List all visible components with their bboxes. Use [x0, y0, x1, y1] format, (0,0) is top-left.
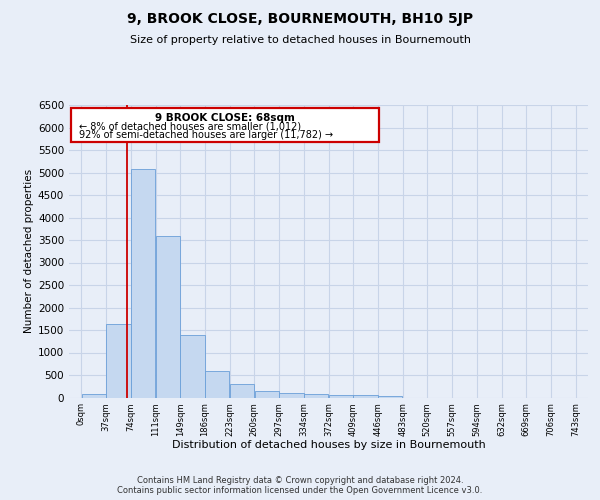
- Text: 9 BROOK CLOSE: 68sqm: 9 BROOK CLOSE: 68sqm: [155, 112, 295, 122]
- Text: 9, BROOK CLOSE, BOURNEMOUTH, BH10 5JP: 9, BROOK CLOSE, BOURNEMOUTH, BH10 5JP: [127, 12, 473, 26]
- Y-axis label: Number of detached properties: Number of detached properties: [24, 169, 34, 334]
- Text: 92% of semi-detached houses are larger (11,782) →: 92% of semi-detached houses are larger (…: [79, 130, 334, 140]
- Bar: [131, 169, 155, 398]
- Bar: [205, 372, 229, 398]
- Bar: [280, 393, 304, 398]
- Text: Size of property relative to detached houses in Bournemouth: Size of property relative to detached ho…: [130, 35, 470, 45]
- Bar: [329, 395, 353, 398]
- Bar: [254, 391, 279, 398]
- Bar: [353, 395, 377, 398]
- X-axis label: Distribution of detached houses by size in Bournemouth: Distribution of detached houses by size …: [172, 440, 485, 450]
- Bar: [82, 394, 106, 398]
- Bar: [106, 324, 131, 398]
- FancyBboxPatch shape: [71, 108, 379, 142]
- Bar: [181, 334, 205, 398]
- Bar: [156, 236, 180, 398]
- Text: Contains HM Land Registry data © Crown copyright and database right 2024.
Contai: Contains HM Land Registry data © Crown c…: [118, 476, 482, 495]
- Bar: [304, 394, 328, 398]
- Bar: [230, 384, 254, 398]
- Bar: [378, 396, 403, 398]
- Text: ← 8% of detached houses are smaller (1,012): ← 8% of detached houses are smaller (1,0…: [79, 121, 301, 131]
